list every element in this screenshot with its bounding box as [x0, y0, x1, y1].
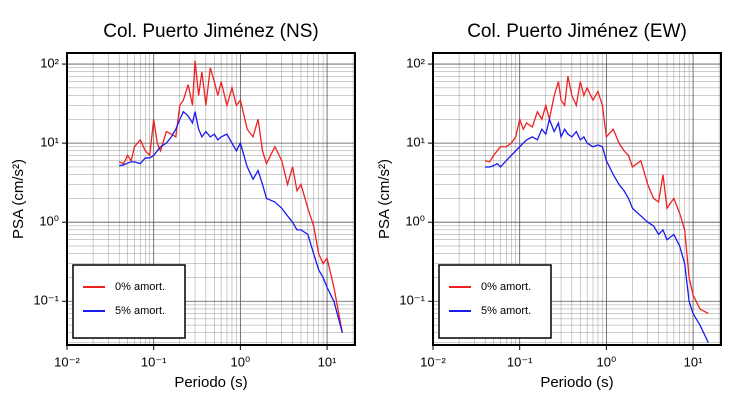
y-axis-label: PSA (cm/s²)	[376, 159, 393, 239]
x-tick-label: 10¹	[318, 354, 337, 369]
y-tick-label: 10⁻¹	[33, 293, 59, 308]
y-tick-label: 10²	[406, 55, 425, 70]
y-tick-label: 10⁰	[39, 214, 59, 229]
x-tick-label: 10⁰	[597, 354, 617, 369]
x-tick-label: 10⁰	[231, 354, 251, 369]
x-tick-label: 10⁻¹	[141, 354, 167, 369]
data-line	[119, 110, 343, 333]
x-axis-label: Periodo (s)	[540, 374, 613, 391]
x-axis-label: Periodo (s)	[174, 374, 247, 391]
y-tick-label: 10¹	[40, 135, 59, 150]
chart-title: Col. Puerto Jiménez (EW)	[467, 21, 687, 42]
legend-label: 0% amort.	[115, 281, 165, 293]
data-line	[485, 117, 709, 343]
y-axis-label: PSA (cm/s²)	[10, 159, 27, 239]
data-line	[485, 76, 709, 315]
x-tick-label: 10⁻¹	[507, 354, 533, 369]
y-tick-label: 10⁻¹	[399, 293, 425, 308]
legend-box	[72, 264, 186, 339]
legend-box	[438, 264, 552, 339]
x-tick-label: 10⁻²	[420, 354, 446, 369]
legend-label: 0% amort.	[481, 281, 531, 293]
chart-title: Col. Puerto Jiménez (NS)	[103, 21, 318, 42]
plot-frame	[66, 52, 356, 346]
legend-label: 5% amort.	[115, 305, 165, 317]
legend-label: 5% amort.	[481, 305, 531, 317]
y-tick-label: 10²	[40, 55, 59, 70]
x-tick-label: 10¹	[684, 354, 703, 369]
y-tick-label: 10⁰	[405, 214, 425, 229]
data-line	[118, 60, 343, 333]
x-tick-label: 10⁻²	[54, 354, 80, 369]
y-tick-label: 10¹	[406, 135, 425, 150]
plot-frame	[432, 52, 722, 346]
